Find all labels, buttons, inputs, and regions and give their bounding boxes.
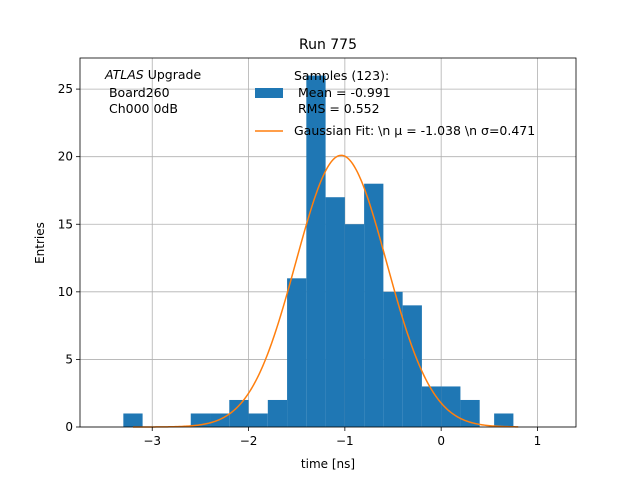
histogram-bar-12: [344, 224, 365, 427]
histogram-bar-17: [441, 386, 461, 427]
histogram-bars: [123, 75, 514, 428]
legend-mean-label: Mean = -0.991: [294, 85, 391, 100]
histogram-bar-7: [248, 413, 268, 427]
chart-title: Run 775: [299, 37, 357, 53]
y-tick-label-3: 15: [58, 217, 73, 231]
legend: Samples (123): Mean = -0.991 RMS = 0.552…: [255, 68, 535, 138]
x-axis-ticks: −3 −2 −1 0 1: [143, 427, 541, 448]
annotation-text: ATLAS Upgrade Board260 Ch000 0dB: [104, 67, 201, 116]
annotation-line-2: Board260: [105, 85, 170, 100]
histogram-bar-16: [421, 386, 442, 427]
legend-histogram-swatch: [255, 88, 283, 98]
gaussian-fit-curve: [132, 154, 519, 428]
y-axis-label: Entries: [33, 222, 47, 264]
histogram-bar-6: [229, 399, 249, 427]
plot-frame: [79, 57, 577, 428]
legend-rms-label: RMS = 0.552: [294, 101, 380, 116]
annotation-atlas-word: ATLAS: [104, 67, 144, 82]
annotation-line-3: Ch000 0dB: [105, 101, 178, 116]
annotation-line-1: ATLAS Upgrade: [104, 67, 201, 82]
x-axis-label: time [ns]: [301, 457, 355, 471]
y-axis-ticks: 0 5 10 15 20 25: [58, 82, 80, 434]
histogram-bar-20: [494, 413, 514, 427]
histogram-bar-0: [123, 413, 143, 427]
y-tick-label-1: 5: [65, 352, 73, 366]
legend-fit-label: Gaussian Fit: \n μ = -1.038 \n σ=0.471: [294, 123, 535, 138]
y-tick-label-0: 0: [65, 420, 73, 434]
annotation-upgrade-word: Upgrade: [144, 67, 202, 82]
histogram-bar-14: [383, 291, 403, 427]
x-tick-label-3: 0: [437, 434, 445, 448]
histogram-bar-13: [364, 183, 384, 427]
x-tick-label-2: −1: [336, 434, 354, 448]
histogram-bar-9: [287, 278, 307, 427]
y-tick-label-5: 25: [58, 82, 73, 96]
histogram-bar-10: [306, 75, 326, 428]
y-tick-label-2: 10: [58, 285, 73, 299]
x-tick-label-0: −3: [143, 434, 161, 448]
legend-samples-label: Samples (123):: [294, 68, 389, 83]
x-tick-label-4: 1: [534, 434, 542, 448]
histogram-bar-8: [267, 399, 288, 427]
histogram-bar-11: [325, 197, 345, 427]
x-tick-label-1: −2: [240, 434, 258, 448]
y-tick-label-4: 20: [58, 150, 73, 164]
